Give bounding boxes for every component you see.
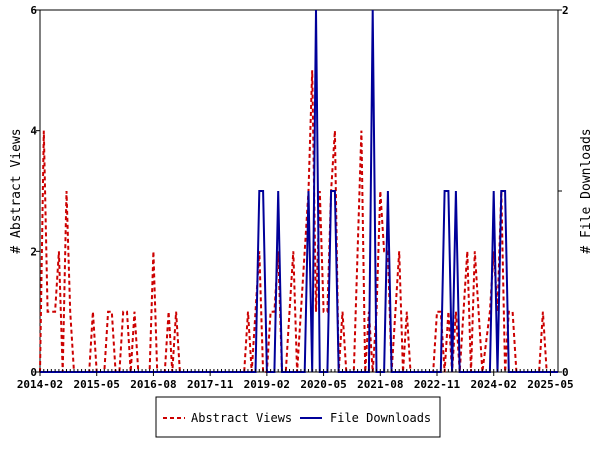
x-tick-label: 2020-05 (300, 378, 346, 391)
series-line-file-downloads (40, 9, 558, 373)
y-left-tick-label: 6 (30, 4, 37, 17)
y-right-tick-label: 0 (562, 366, 569, 379)
x-tick-label: 2024-02 (471, 378, 517, 391)
series-layer (39, 9, 558, 373)
legend: Abstract Views File Downloads (155, 396, 441, 438)
x-ticks: 2014-02 2015-05 2016-08 2017-11 2019-02 2020-… (17, 369, 574, 391)
x-tick-label: 2019-02 (244, 378, 290, 391)
y-left-tick-label: 4 (30, 125, 37, 138)
x-tick-label: 2016-08 (130, 378, 176, 391)
series-line-abstract-views (39, 70, 558, 373)
legend-label-file-downloads: File Downloads (330, 411, 431, 425)
y-left-ticks: 0 2 4 6 (30, 4, 40, 379)
legend-label-abstract-views: Abstract Views (191, 411, 292, 425)
x-tick-label: 2021-08 (357, 378, 403, 391)
y-axis-right-label: # File Downloads (579, 128, 594, 253)
x-tick-label: 2025-05 (527, 378, 573, 391)
y-left-tick-label: 2 (30, 245, 37, 258)
y-right-ticks: 02 (558, 4, 569, 379)
x-tick-label: 2022-11 (414, 378, 461, 391)
y-axis-left-label: # Abstract Views (9, 128, 24, 253)
legend-box (155, 396, 441, 438)
x-tick-label: 2015-05 (74, 378, 120, 391)
x-tick-label: 2017-11 (187, 378, 234, 391)
y-right-tick-label: 2 (562, 4, 569, 17)
x-tick-label: 2014-02 (17, 378, 63, 391)
plot-area (39, 9, 559, 373)
y-left-tick-label: 0 (30, 366, 37, 379)
